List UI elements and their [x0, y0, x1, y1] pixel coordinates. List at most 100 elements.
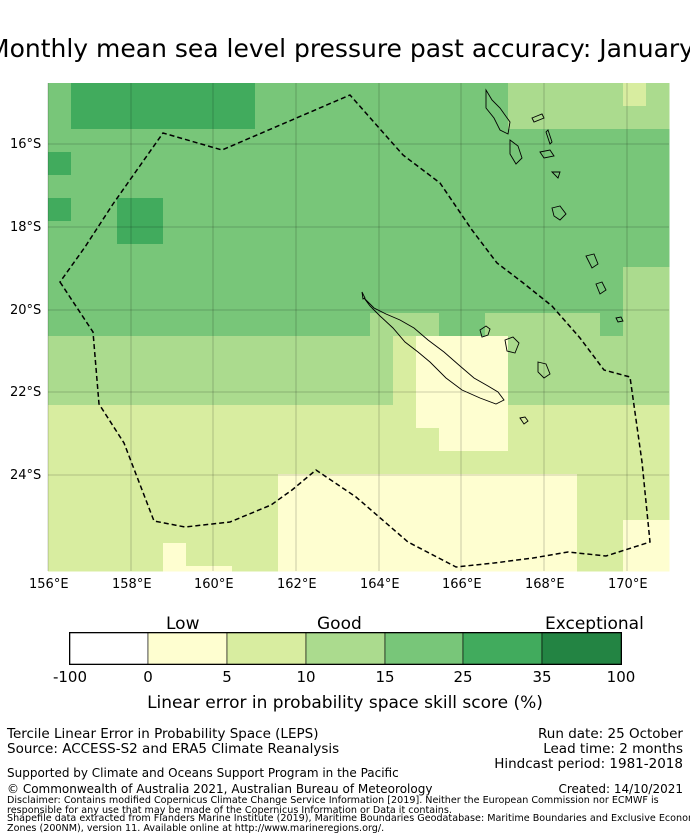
skill-cell	[186, 382, 210, 406]
vanuatu-malekula	[509, 139, 523, 165]
skill-cell	[186, 198, 210, 222]
skill-cell	[324, 244, 348, 268]
skill-cell	[117, 198, 141, 222]
skill-cell	[370, 428, 394, 452]
skill-cell	[255, 313, 279, 337]
skill-cell	[646, 474, 670, 498]
skill-cell	[347, 336, 371, 360]
colorbar-swatch	[541, 632, 622, 665]
skill-cell	[623, 290, 647, 314]
skill-cell	[186, 451, 210, 475]
skill-cell	[646, 175, 670, 199]
skill-cell	[577, 106, 601, 130]
colorbar-tick: -100	[52, 668, 88, 686]
skill-cell	[600, 313, 624, 337]
skill-cell	[324, 175, 348, 199]
skill-cell	[94, 290, 118, 314]
skill-cell	[278, 428, 302, 452]
vanuatu-espiritu-santo	[485, 88, 511, 135]
skill-cell	[48, 336, 72, 360]
skill-cell	[554, 244, 578, 268]
skill-cell	[531, 359, 555, 383]
skill-cell	[186, 336, 210, 360]
skill-cell	[393, 520, 417, 544]
skill-cell	[140, 543, 164, 567]
skill-cell	[71, 129, 95, 153]
skill-cell	[140, 520, 164, 544]
skill-cell	[416, 382, 440, 406]
colorbar-tick: 25	[453, 668, 473, 686]
skill-cell	[485, 244, 509, 268]
skill-cell	[255, 221, 279, 245]
skill-cell	[462, 451, 486, 475]
skill-cell	[186, 83, 210, 107]
skill-cell	[462, 106, 486, 130]
skill-cell	[531, 566, 555, 572]
skill-cell	[163, 244, 187, 268]
skill-cell	[209, 382, 233, 406]
skill-cell	[278, 405, 302, 429]
skill-cell	[393, 428, 417, 452]
skill-cell	[600, 566, 624, 572]
skill-cell	[347, 267, 371, 291]
skill-cell	[255, 520, 279, 544]
skill-cell	[600, 198, 624, 222]
skill-cell	[301, 175, 325, 199]
colorbar-swatch	[69, 632, 149, 665]
skill-cell	[71, 198, 95, 222]
skill-cell	[140, 175, 164, 199]
skill-cell	[485, 543, 509, 567]
skill-cell	[232, 336, 256, 360]
skill-cell	[324, 198, 348, 222]
skill-cell	[393, 497, 417, 521]
skill-cell	[209, 543, 233, 567]
skill-cell	[600, 152, 624, 176]
skill-cell	[140, 497, 164, 521]
skill-cell	[646, 382, 670, 406]
skill-cell	[531, 428, 555, 452]
skill-cell	[163, 474, 187, 498]
skill-cell	[416, 313, 440, 337]
skill-cell	[140, 405, 164, 429]
skill-cell	[140, 267, 164, 291]
skill-cell	[186, 359, 210, 383]
skill-cell	[48, 175, 72, 199]
skill-cell	[117, 175, 141, 199]
skill-cell	[531, 451, 555, 475]
skill-cell	[117, 451, 141, 475]
support-label: Supported by Climate and Oceans Support …	[7, 766, 399, 780]
skill-cell	[416, 405, 440, 429]
skill-cell	[163, 336, 187, 360]
skill-cell	[232, 543, 256, 567]
vanuatu-ambae	[531, 113, 545, 123]
skill-cell	[209, 290, 233, 314]
skill-cell	[163, 405, 187, 429]
skill-cell	[324, 543, 348, 567]
skill-cell	[508, 359, 532, 383]
skill-cell	[416, 290, 440, 314]
skill-cell	[48, 83, 72, 107]
skill-cell	[48, 267, 72, 291]
skill-cell	[71, 382, 95, 406]
skill-cell	[117, 428, 141, 452]
skill-cell	[140, 244, 164, 268]
skill-cell	[278, 244, 302, 268]
skill-cell	[439, 313, 463, 337]
skill-cell	[370, 451, 394, 475]
skill-cell	[577, 83, 601, 107]
skill-cell	[71, 267, 95, 291]
skill-cell	[232, 244, 256, 268]
lat-label: 22°S	[10, 385, 42, 400]
skill-cell	[94, 175, 118, 199]
skill-cell	[255, 405, 279, 429]
skill-cell	[209, 497, 233, 521]
skill-cell	[439, 221, 463, 245]
skill-cell	[462, 428, 486, 452]
skill-cell	[646, 451, 670, 475]
colorbar-tick: 15	[375, 668, 395, 686]
skill-cell	[140, 290, 164, 314]
skill-cell	[416, 175, 440, 199]
skill-cell	[163, 175, 187, 199]
skill-cell	[163, 106, 187, 130]
skill-cell	[278, 451, 302, 475]
